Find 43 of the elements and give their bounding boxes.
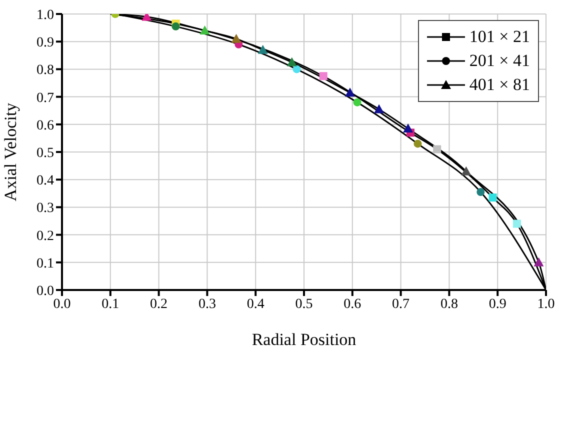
y-tick-label: 0.5 xyxy=(36,146,54,161)
point xyxy=(374,104,384,114)
y-tick-label: 0.4 xyxy=(36,174,54,189)
point xyxy=(200,26,210,35)
y-tick-label: 0.2 xyxy=(36,228,54,244)
point xyxy=(319,72,328,80)
x-tick-label: 0.2 xyxy=(150,296,168,312)
y-tick-label: 0.9 xyxy=(36,36,54,51)
y-tick-label: 0.3 xyxy=(36,201,54,216)
point xyxy=(403,124,414,133)
x-tick-label: 0.7 xyxy=(392,296,410,312)
y-tick-label: 0.7 xyxy=(36,90,54,106)
point xyxy=(476,188,485,196)
x-tick-label: 0.5 xyxy=(295,296,313,312)
x-tick-label: 0.8 xyxy=(440,296,458,312)
x-tick-label: 0.3 xyxy=(198,296,216,312)
point xyxy=(534,257,544,266)
point xyxy=(488,194,497,202)
x-axis-title: Radial Position xyxy=(252,330,357,349)
x-tick-label: 0.9 xyxy=(488,296,506,312)
x-tick-label: 0.0 xyxy=(53,296,71,312)
y-tick-label: 0.8 xyxy=(36,63,54,78)
legend-label: 401 × 81 xyxy=(469,75,530,95)
y-tick-label: 0.0 xyxy=(36,284,54,299)
point xyxy=(292,65,301,74)
x-tick-label: 1.0 xyxy=(537,296,555,312)
point xyxy=(512,220,521,228)
x-tick-label: 0.4 xyxy=(246,296,264,312)
point xyxy=(353,98,362,106)
x-tick-label: 0.6 xyxy=(344,296,362,312)
point xyxy=(414,140,422,148)
y-axis-title: Axial Velocity xyxy=(1,102,20,202)
y-tick-label: 1.0 xyxy=(36,8,54,23)
y-tick-label: 0.6 xyxy=(36,118,54,134)
point xyxy=(461,166,472,176)
x-tick-label: 0.1 xyxy=(102,296,120,312)
legend-label: 201 × 41 xyxy=(469,51,530,71)
legend-label: 101 × 21 xyxy=(469,27,530,47)
point xyxy=(433,145,442,154)
point xyxy=(172,22,180,30)
point xyxy=(231,34,242,43)
point xyxy=(344,88,355,97)
y-tick-label: 0.1 xyxy=(36,256,54,272)
